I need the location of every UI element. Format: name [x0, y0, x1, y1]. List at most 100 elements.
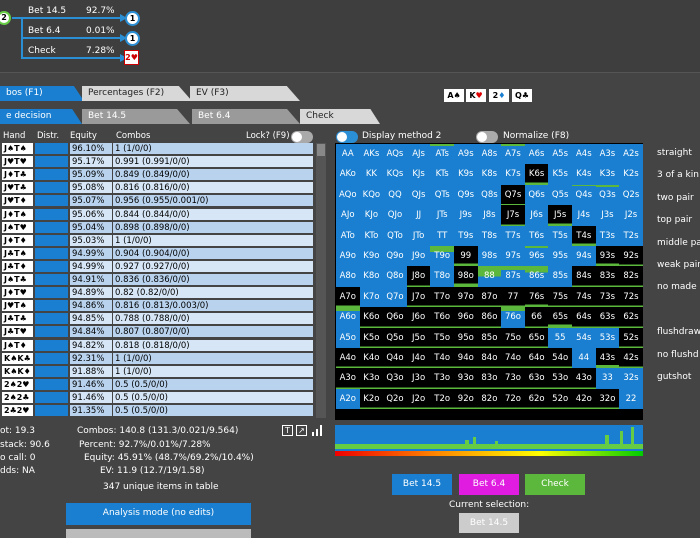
grid-cell[interactable]: 87o	[477, 286, 502, 308]
table-row[interactable]: J♠T♠ 96.10% 1 (1/0/0)	[0, 143, 325, 155]
grid-cell[interactable]: Q4s	[572, 184, 596, 206]
table-row[interactable]: J♥T♥ 95.17% 0.991 (0.991/0/0)	[0, 156, 325, 168]
grid-cell[interactable]: A5s	[548, 144, 572, 165]
grid-cell[interactable]: T2s	[619, 225, 643, 246]
grid-cell[interactable]: KQo	[359, 184, 384, 206]
grid-cell[interactable]: 65o	[524, 327, 549, 348]
grid-cell[interactable]: 42o	[572, 388, 596, 410]
grid-cell[interactable]: 64o	[524, 348, 549, 369]
grid-cell[interactable]: 55	[548, 327, 572, 348]
grid-cell[interactable]: 96s	[524, 246, 549, 267]
grid-cell[interactable]: K6s	[524, 164, 549, 185]
grid-cell[interactable]: 62s	[619, 307, 643, 328]
grid-cell[interactable]: 88	[477, 266, 502, 287]
grid-cell[interactable]: 43o	[572, 368, 596, 389]
grid-cell[interactable]: 97o	[454, 286, 478, 308]
table-row[interactable]: J♥T♦ 95.07% 0.956 (0.955/0.001/0)	[0, 195, 325, 207]
col-distr[interactable]: Distr.	[37, 131, 60, 141]
table-row[interactable]: J♣T♦ 94.99% 0.927 (0.927/0/0)	[0, 260, 325, 273]
grid-cell[interactable]: J2s	[619, 205, 643, 226]
grid-cell[interactable]: J3o	[406, 368, 431, 389]
grid-cell[interactable]: 94s	[572, 246, 596, 267]
grid-cell[interactable]: JJ	[406, 205, 431, 226]
grid-cell[interactable]: QJs	[406, 184, 431, 206]
tree-node[interactable]: 1	[125, 31, 140, 46]
grid-cell[interactable]: Q7s	[501, 184, 525, 206]
grid-cell[interactable]: 22	[619, 388, 643, 410]
grid-cell[interactable]: JTs	[430, 205, 454, 226]
grid-cell[interactable]: 95s	[548, 246, 572, 267]
grid-cell[interactable]: 33	[595, 368, 620, 389]
grid-cell[interactable]: KTo	[359, 225, 384, 246]
grid-cell[interactable]: K6o	[359, 307, 384, 328]
grid-cell[interactable]: A9s	[454, 144, 478, 165]
grid-cell[interactable]: 53o	[548, 368, 572, 389]
normalize-toggle[interactable]	[476, 131, 498, 143]
grid-cell[interactable]: 76s	[524, 286, 549, 308]
signal-bars-icon[interactable]	[311, 424, 325, 436]
tree-node-check[interactable]: 2♥	[124, 50, 139, 65]
grid-cell[interactable]: KJo	[359, 205, 384, 226]
table-row[interactable]: J♠T♥ 95.04% 0.898 (0.898/0/0)	[0, 221, 325, 234]
grid-cell[interactable]: K9s	[454, 164, 478, 185]
grid-cell[interactable]: A7s	[501, 144, 525, 165]
grid-cell[interactable]: T2o	[430, 388, 454, 410]
grid-cell[interactable]: 96o	[454, 307, 478, 328]
check-button[interactable]: Check	[525, 474, 585, 495]
tree-root-node[interactable]: 2	[0, 11, 11, 25]
table-row[interactable]: K♠K♦ 91.88% 1 (1/0/0)	[0, 365, 325, 378]
grid-cell[interactable]: Q3s	[595, 184, 620, 206]
grid-cell[interactable]: K7s	[501, 164, 525, 185]
grid-cell[interactable]: 93o	[454, 368, 478, 389]
grid-cell[interactable]: T8s	[477, 225, 502, 246]
grid-cell[interactable]: 85o	[477, 327, 502, 348]
grid-cell[interactable]: 99	[454, 246, 478, 267]
grid-cell[interactable]: A9o	[336, 246, 360, 267]
grid-cell[interactable]: 43s	[595, 348, 620, 369]
grid-cell[interactable]: KK	[359, 164, 384, 185]
grid-cell[interactable]: 98o	[454, 266, 478, 287]
table-row[interactable]: J♦T♦ 95.03% 1 (1/0/0)	[0, 234, 325, 247]
grid-cell[interactable]: Q7o	[383, 286, 407, 308]
table-row[interactable]: J♦T♥ 94.89% 0.82 (0.82/0/0)	[0, 287, 325, 299]
category-label[interactable]: middle pa	[657, 237, 700, 248]
grid-cell[interactable]: 42s	[619, 348, 643, 369]
grid-cell[interactable]: 62o	[524, 388, 549, 410]
tree-action-bet-small[interactable]: Bet 6.4	[28, 26, 60, 36]
grid-cell[interactable]: 53s	[595, 327, 620, 348]
category-label[interactable]: no flushd	[657, 349, 699, 360]
grid-cell[interactable]: J9s	[454, 205, 478, 226]
grid-cell[interactable]: Q2s	[619, 184, 643, 206]
table-row[interactable]: J♠T♦ 94.82% 0.818 (0.818/0/0)	[0, 339, 325, 352]
tab-combos[interactable]: bos (F1)	[0, 86, 84, 101]
grid-cell[interactable]: A7o	[336, 286, 360, 308]
bet-small-button[interactable]: Bet 6.4	[459, 474, 519, 495]
grid-cell[interactable]: K3s	[595, 164, 620, 185]
grid-cell[interactable]: 83s	[595, 266, 620, 287]
grid-cell[interactable]: 87s	[501, 266, 525, 287]
grid-cell[interactable]: QQ	[383, 184, 407, 206]
grid-cell[interactable]: T6s	[524, 225, 549, 246]
table-row[interactable]: J♦T♣ 95.09% 0.849 (0.849/0/0)	[0, 169, 325, 181]
grid-cell[interactable]: 94o	[454, 348, 478, 369]
table-row[interactable]: J♥T♣ 95.08% 0.816 (0.816/0/0)	[0, 182, 325, 194]
grid-cell[interactable]: 63o	[524, 368, 549, 389]
grid-cell[interactable]: K3o	[359, 368, 384, 389]
grid-cell[interactable]: 72s	[619, 286, 643, 308]
grid-cell[interactable]: ATs	[430, 144, 454, 165]
grid-cell[interactable]: AKs	[359, 144, 384, 165]
grid-cell[interactable]: AJo	[336, 205, 360, 226]
grid-cell[interactable]: 85s	[548, 266, 572, 287]
grid-cell[interactable]: Q6s	[524, 184, 549, 206]
grid-cell[interactable]: 75s	[548, 286, 572, 308]
grid-cell[interactable]: K4s	[572, 164, 596, 185]
grid-cell[interactable]: J5o	[406, 327, 431, 348]
grid-cell[interactable]: 74o	[501, 348, 525, 369]
grid-cell[interactable]: 52s	[619, 327, 643, 348]
export-icon[interactable]: ↗	[296, 425, 307, 436]
grid-cell[interactable]: 97s	[501, 246, 525, 267]
lock-toggle[interactable]	[291, 131, 313, 143]
grid-cell[interactable]: Q8o	[383, 266, 407, 287]
grid-cell[interactable]: T7o	[430, 286, 454, 308]
grid-cell[interactable]: J7o	[406, 286, 431, 308]
